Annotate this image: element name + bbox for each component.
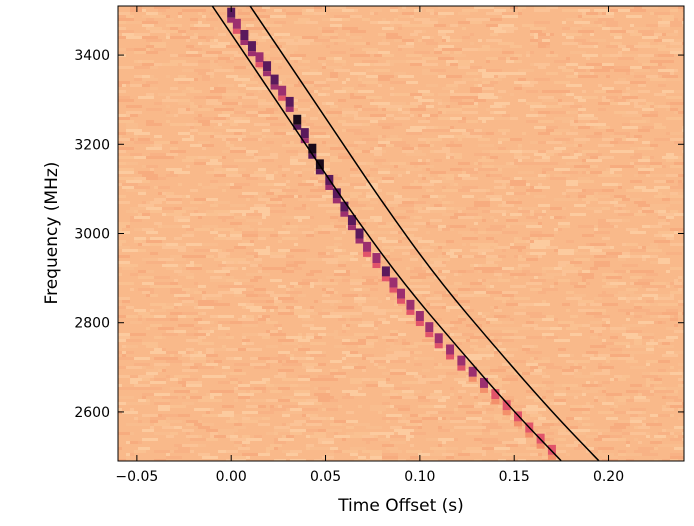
y-tick-label: 3200 <box>74 137 110 153</box>
x-axis: −0.05 0.00 0.05 0.10 0.15 0.20 <box>115 6 624 485</box>
pulse-segment <box>293 114 302 125</box>
pulse-segment <box>502 410 511 416</box>
pulse-segment <box>247 41 256 52</box>
pulse-segment <box>355 238 364 244</box>
pulse-segment <box>263 61 272 72</box>
pulse-segment <box>263 71 272 77</box>
boundary-line-1 <box>211 6 563 461</box>
y-axis: 2600 2800 3000 3200 3400 <box>74 48 684 421</box>
boundary-line-2 <box>249 6 600 461</box>
pulse-segment <box>425 332 434 338</box>
pulse-segment <box>372 253 381 264</box>
y-tick-label: 3000 <box>74 227 110 243</box>
y-axis-label: Frequency (MHz) <box>42 162 62 305</box>
pulse-segment <box>468 376 477 382</box>
pulse-segment <box>293 124 302 130</box>
pulse-segment <box>397 298 405 304</box>
pulse-segment <box>227 17 236 23</box>
pulse-segment <box>285 106 294 112</box>
x-tick-label: 0.20 <box>593 469 624 485</box>
pulse-segment <box>434 343 443 349</box>
dispersion-boundaries <box>211 6 600 461</box>
x-axis-label: Time Offset (s) <box>337 496 464 516</box>
pulse-segment <box>536 443 545 449</box>
pulse-segment <box>434 333 443 344</box>
pulse-segment <box>347 215 356 226</box>
pulse-segment <box>372 263 381 269</box>
pulse-segment <box>468 366 477 377</box>
noise-texture <box>118 6 684 461</box>
pulse-segment <box>247 51 256 57</box>
pulse-segment <box>240 39 249 45</box>
pulse-segment <box>285 96 294 107</box>
pulse-segment <box>446 354 455 360</box>
pulse-segment <box>480 377 489 388</box>
pulse-segment <box>332 198 341 204</box>
pulse-segment <box>389 287 398 293</box>
pulse-segment <box>389 277 398 288</box>
pulse-segment <box>363 251 372 257</box>
x-tick-label: 0.05 <box>310 469 341 485</box>
pulse-segment <box>547 454 556 460</box>
pulse-segment <box>406 309 415 315</box>
pulse-segment <box>308 143 317 154</box>
pulse-segment <box>480 387 489 393</box>
pulse-segment <box>315 169 324 175</box>
x-tick-label: 0.10 <box>404 469 435 485</box>
y-tick-label: 3400 <box>74 48 110 64</box>
pulse-segment <box>325 184 334 190</box>
pulse-segment <box>240 29 249 40</box>
pulse-segment <box>381 266 390 277</box>
pulse-segment <box>270 74 279 85</box>
pulse-segment <box>227 7 236 18</box>
pulse-segment <box>491 389 500 400</box>
pulse-segment <box>547 444 556 455</box>
pulse-segment <box>446 344 455 355</box>
x-tick-label: 0.00 <box>216 469 247 485</box>
pulse-segment <box>340 211 349 217</box>
pulse-segment <box>491 399 500 405</box>
pulse-segment <box>363 241 372 252</box>
pulse-segment <box>340 201 349 212</box>
pulse-segment <box>308 153 317 159</box>
pulse-segment <box>457 355 466 366</box>
pulse-segment <box>525 432 534 438</box>
pulse-segment <box>300 128 309 139</box>
pulse-segment <box>255 62 264 68</box>
pulse-segment <box>415 311 424 322</box>
pulse-segment <box>278 85 287 96</box>
y-tick-label: 2600 <box>74 405 110 421</box>
pulse-segment <box>300 138 309 144</box>
pulse-segment <box>415 321 424 327</box>
pulse-segment <box>255 52 264 63</box>
x-tick-label: 0.15 <box>499 469 530 485</box>
pulse-segment <box>332 188 341 199</box>
pulse-segment <box>406 299 415 310</box>
pulse-segment <box>425 322 434 333</box>
pulse-segment <box>397 288 405 299</box>
pulse-segment <box>502 400 511 411</box>
pulse-segment <box>381 276 390 282</box>
pulse-segment <box>232 18 241 29</box>
pulse-segment <box>347 225 356 231</box>
pulse-segment <box>232 28 241 34</box>
pulse-segment <box>355 228 364 239</box>
x-tick-label: −0.05 <box>115 469 158 485</box>
pulse-segment <box>278 95 287 101</box>
pulse-segment <box>513 421 522 427</box>
pulse-segment <box>457 365 466 371</box>
y-tick-label: 2800 <box>74 316 110 332</box>
pulse-segment <box>270 84 279 90</box>
